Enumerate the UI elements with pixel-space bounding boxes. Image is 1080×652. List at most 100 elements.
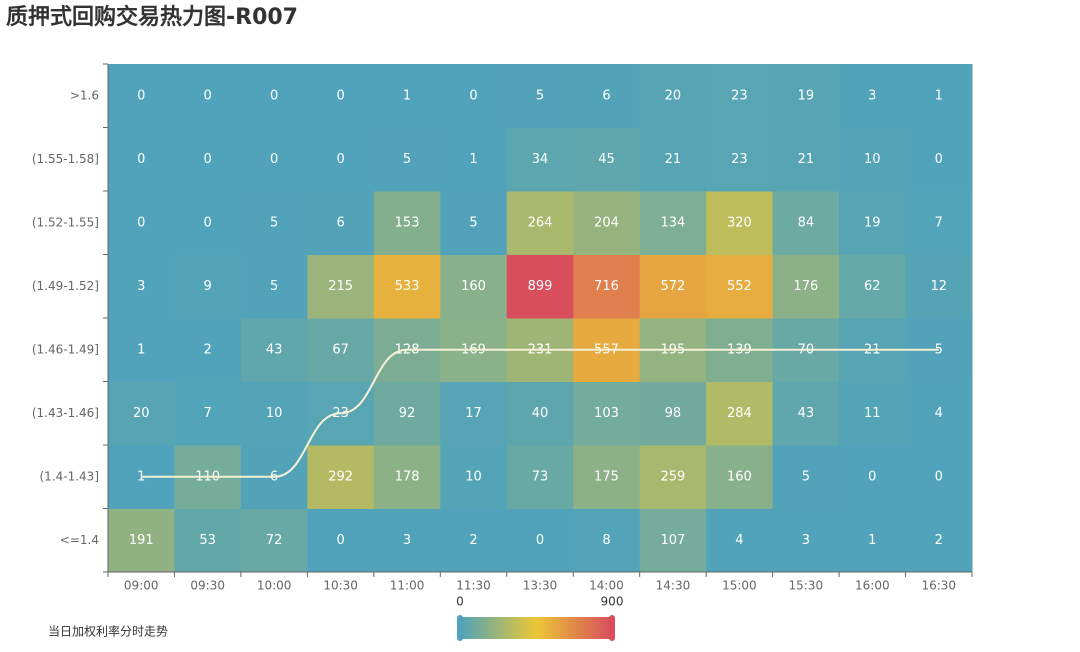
cell-label: 19 [798, 88, 815, 103]
cell-label: 2 [469, 533, 477, 548]
cell-label: 1 [868, 533, 876, 548]
cell-label: 5 [469, 215, 477, 230]
cell-label: 19 [864, 215, 881, 230]
heat-cell [307, 127, 375, 192]
y-tick-label: (1.43-1.46] [32, 406, 99, 420]
cell-label: 264 [528, 215, 553, 230]
heat-cell [506, 445, 574, 509]
cell-label: 3 [868, 88, 876, 103]
cell-label: 1 [403, 88, 411, 103]
heat-cell [440, 191, 508, 255]
cell-label: 2 [935, 533, 943, 548]
cell-label: 21 [665, 152, 682, 167]
heat-cell [573, 445, 641, 509]
visual-map-handle [457, 615, 463, 641]
cell-label: 53 [199, 533, 216, 548]
heat-cell [573, 191, 641, 255]
heat-cell [639, 508, 707, 573]
y-tick-label: (1.46-1.49] [32, 342, 99, 356]
heat-cell [174, 381, 242, 446]
heat-cell [240, 191, 308, 255]
cell-label: 3 [403, 533, 411, 548]
heat-cell [772, 127, 840, 192]
heat-cell [706, 381, 774, 446]
cell-label: 6 [336, 215, 344, 230]
x-tick-label: 15:30 [789, 579, 824, 593]
y-tick-label: (1.49-1.52] [32, 279, 99, 293]
heat-cell [307, 508, 375, 573]
heat-cell [506, 64, 574, 128]
heat-cell [772, 64, 840, 128]
heat-cell [839, 254, 907, 319]
heat-cell [440, 127, 508, 192]
heat-cell [706, 127, 774, 192]
heat-cell [905, 127, 973, 192]
cell-label: 5 [270, 279, 278, 294]
cell-label: 67 [332, 342, 349, 357]
heat-cell [706, 191, 774, 255]
cell-label: 0 [270, 88, 278, 103]
heat-cell [905, 64, 973, 128]
cell-label: 176 [793, 279, 818, 294]
heat-cell [307, 191, 375, 255]
heat-cell [108, 254, 175, 319]
cell-label: 7 [204, 406, 212, 421]
heat-cell [506, 191, 574, 255]
heat-cell [506, 254, 574, 319]
x-tick-label: 09:00 [124, 579, 159, 593]
cell-label: 0 [137, 88, 145, 103]
heat-cell [639, 254, 707, 319]
cell-label: 1 [137, 342, 145, 357]
cell-label: 10 [266, 406, 283, 421]
heat-cell [240, 254, 308, 319]
cell-label: 103 [594, 406, 619, 421]
heat-cell [772, 254, 840, 319]
heat-cell [307, 254, 375, 319]
heat-cell [573, 127, 641, 192]
cell-label: 0 [536, 533, 544, 548]
heat-cell [706, 508, 774, 573]
cell-label: 0 [935, 469, 943, 484]
heat-cell [772, 445, 840, 509]
cell-label: 73 [532, 469, 549, 484]
heat-cell [573, 64, 641, 128]
heat-cell [706, 445, 774, 509]
x-tick-label: 11:00 [390, 579, 425, 593]
cell-label: 0 [137, 152, 145, 167]
cell-label: 899 [528, 279, 553, 294]
heat-cell [506, 508, 574, 573]
cell-label: 191 [129, 533, 154, 548]
x-tick-label: 13:30 [523, 579, 558, 593]
cell-label: 4 [935, 406, 943, 421]
heat-cell [639, 127, 707, 192]
cell-label: 3 [802, 533, 810, 548]
cell-label: 175 [594, 469, 619, 484]
heat-cell [639, 445, 707, 509]
x-tick-label: 09:30 [190, 579, 225, 593]
x-tick-label: 15:00 [722, 579, 757, 593]
heat-cell [839, 381, 907, 446]
cell-label: 43 [798, 406, 815, 421]
cell-label: 9 [204, 279, 212, 294]
heat-cell [440, 445, 508, 509]
heat-cell [174, 318, 242, 382]
cell-label: 320 [727, 215, 752, 230]
heat-cell [373, 254, 441, 319]
cell-label: 1 [935, 88, 943, 103]
cell-label: 0 [935, 152, 943, 167]
heat-cell [373, 508, 441, 573]
cell-label: 62 [864, 279, 881, 294]
cell-label: 5 [270, 215, 278, 230]
heat-cell [573, 508, 641, 573]
heat-cell [440, 381, 508, 446]
cell-label: 17 [465, 406, 482, 421]
cell-label: 153 [395, 215, 420, 230]
heat-cell [905, 191, 973, 255]
cell-label: 1 [469, 152, 477, 167]
heat-cell [307, 64, 375, 128]
heat-cell [905, 254, 973, 319]
x-tick-label: 14:00 [589, 579, 624, 593]
heat-cell [373, 191, 441, 255]
cell-label: 92 [399, 406, 416, 421]
cell-label: 20 [133, 406, 150, 421]
